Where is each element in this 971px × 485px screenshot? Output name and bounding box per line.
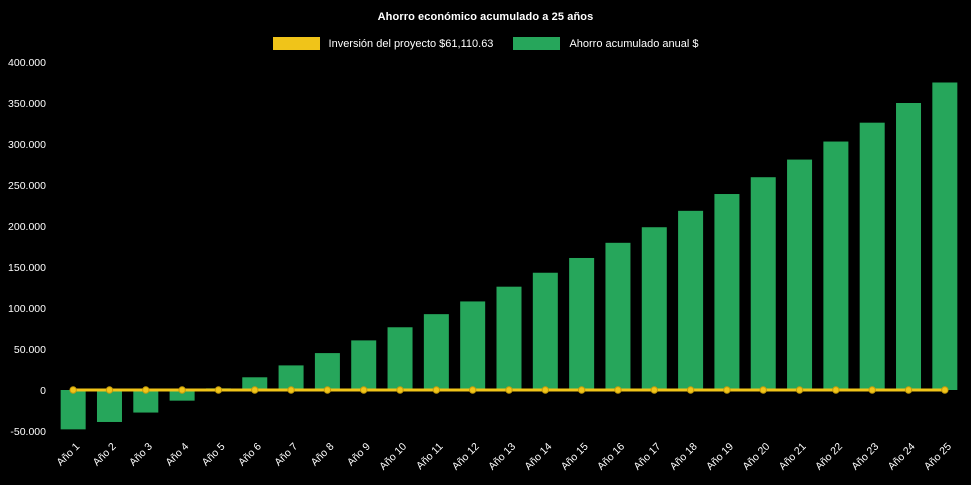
legend-swatch-investment	[272, 37, 320, 50]
x-axis-tick-label: Año 3	[127, 441, 155, 469]
investment-line-marker	[795, 386, 804, 394]
legend-item-investment[interactable]: Inversión del proyecto $61,110.63	[272, 37, 494, 50]
savings-bar	[641, 227, 667, 390]
savings-bar	[896, 103, 922, 390]
y-axis-tick-label: 200.000	[8, 221, 46, 233]
investment-line-marker	[505, 386, 513, 394]
savings-bar	[314, 353, 340, 390]
y-axis-tick-label: -50.000	[10, 426, 46, 438]
x-axis-tick-label: Año 15	[559, 441, 591, 473]
x-axis-tick-label: Año 16	[595, 441, 627, 473]
legend-swatch-savings	[513, 37, 561, 50]
x-axis-tick-label: Año 7	[272, 441, 300, 469]
investment-line-marker	[723, 386, 731, 394]
x-axis-tick-label: Año 20	[740, 441, 772, 473]
chart-legend: Inversión del proyecto $61,110.63 Ahorro…	[0, 37, 971, 50]
x-axis-tick-label: Año 9	[345, 441, 373, 469]
investment-line-marker	[178, 386, 186, 394]
savings-bar	[569, 257, 595, 390]
savings-bar	[932, 82, 958, 390]
x-axis-tick-label: Año 2	[91, 441, 119, 469]
savings-bar	[605, 242, 631, 390]
savings-bar	[96, 390, 122, 422]
x-axis-tick-label: Año 18	[668, 441, 700, 473]
investment-line-marker	[396, 386, 404, 394]
x-axis-tick-label: Año 14	[522, 441, 554, 473]
savings-bar	[169, 390, 195, 401]
investment-line-marker	[468, 386, 477, 394]
savings-bar	[496, 286, 522, 390]
x-axis-tick-label: Año 25	[922, 441, 954, 473]
savings-bar	[278, 365, 304, 390]
x-axis-tick-label: Año 13	[486, 441, 518, 473]
investment-line-marker	[941, 386, 949, 394]
x-axis-tick-label: Año 1	[54, 441, 82, 469]
savings-bar	[823, 141, 849, 390]
investment-line-marker	[686, 386, 695, 394]
x-axis-tick-label: Año 19	[704, 441, 736, 473]
investment-line-marker	[323, 386, 332, 394]
x-axis-tick-label: Año 21	[777, 441, 809, 473]
x-axis-tick-label: Año 8	[309, 441, 337, 469]
savings-bar	[787, 159, 813, 390]
x-axis-tick-label: Año 5	[200, 441, 228, 469]
y-axis-tick-label: 300.000	[8, 139, 46, 151]
x-axis-tick-label: Año 22	[813, 441, 845, 473]
investment-line-marker	[287, 386, 295, 394]
investment-line-marker	[105, 386, 114, 394]
investment-line-marker	[577, 386, 586, 394]
x-axis-tick-label: Año 12	[450, 441, 482, 473]
savings-bar	[133, 390, 159, 413]
chart-title: Ahorro económico acumulado a 25 años	[377, 11, 594, 23]
savings-bar	[242, 377, 268, 390]
x-axis-tick-label: Año 17	[631, 441, 663, 473]
savings-bar	[532, 272, 558, 390]
investment-line-marker	[214, 386, 223, 394]
investment-line-marker	[614, 386, 622, 394]
savings-bar	[859, 122, 885, 391]
x-axis-tick-label: Año 23	[849, 441, 881, 473]
y-axis-tick-label: 350.000	[8, 98, 46, 110]
savings-bar	[714, 194, 740, 390]
investment-line-marker	[904, 386, 913, 394]
x-axis-tick-label: Año 10	[377, 441, 409, 473]
investment-line-marker	[142, 386, 150, 394]
y-axis-tick-label: 50.000	[14, 344, 46, 356]
y-axis-tick-label: 400.000	[8, 57, 46, 69]
investment-line-marker	[759, 386, 767, 394]
savings-bar	[460, 301, 486, 390]
savings-bar	[387, 327, 413, 390]
x-axis-tick-label: Año 11	[414, 441, 446, 473]
savings-bar	[423, 314, 449, 390]
y-axis-tick-label: 100.000	[8, 303, 46, 315]
y-axis-tick-label: 0	[40, 385, 46, 397]
legend-label-savings: Ahorro acumulado anual $	[569, 37, 699, 50]
investment-line-marker	[832, 386, 840, 394]
chart-canvas: -50.000 0 50.000 100.000 150.000 200.000 250.0…	[8, 57, 958, 473]
legend-item-savings[interactable]: Ahorro acumulado anual $	[513, 37, 698, 50]
y-axis-tick-label: 250.000	[8, 180, 46, 192]
x-axis-tick-label: Año 6	[236, 441, 264, 469]
investment-line-marker	[650, 386, 658, 394]
savings-bar	[60, 390, 86, 430]
x-axis-tick-label: Año 24	[886, 441, 918, 473]
savings-bar	[678, 210, 704, 390]
investment-line-marker	[541, 386, 550, 394]
savings-bar	[351, 340, 377, 390]
investment-line-marker	[251, 386, 259, 394]
savings-bar	[750, 177, 776, 390]
investment-line-marker	[868, 386, 876, 394]
y-axis-tick-label: 150.000	[8, 262, 46, 274]
legend-label-investment: Inversión del proyecto $61,110.63	[328, 37, 494, 50]
x-axis-tick-label: Año 4	[163, 441, 191, 469]
investment-line-marker	[360, 386, 368, 394]
investment-line-marker	[69, 386, 77, 394]
investment-line-marker	[432, 386, 441, 394]
